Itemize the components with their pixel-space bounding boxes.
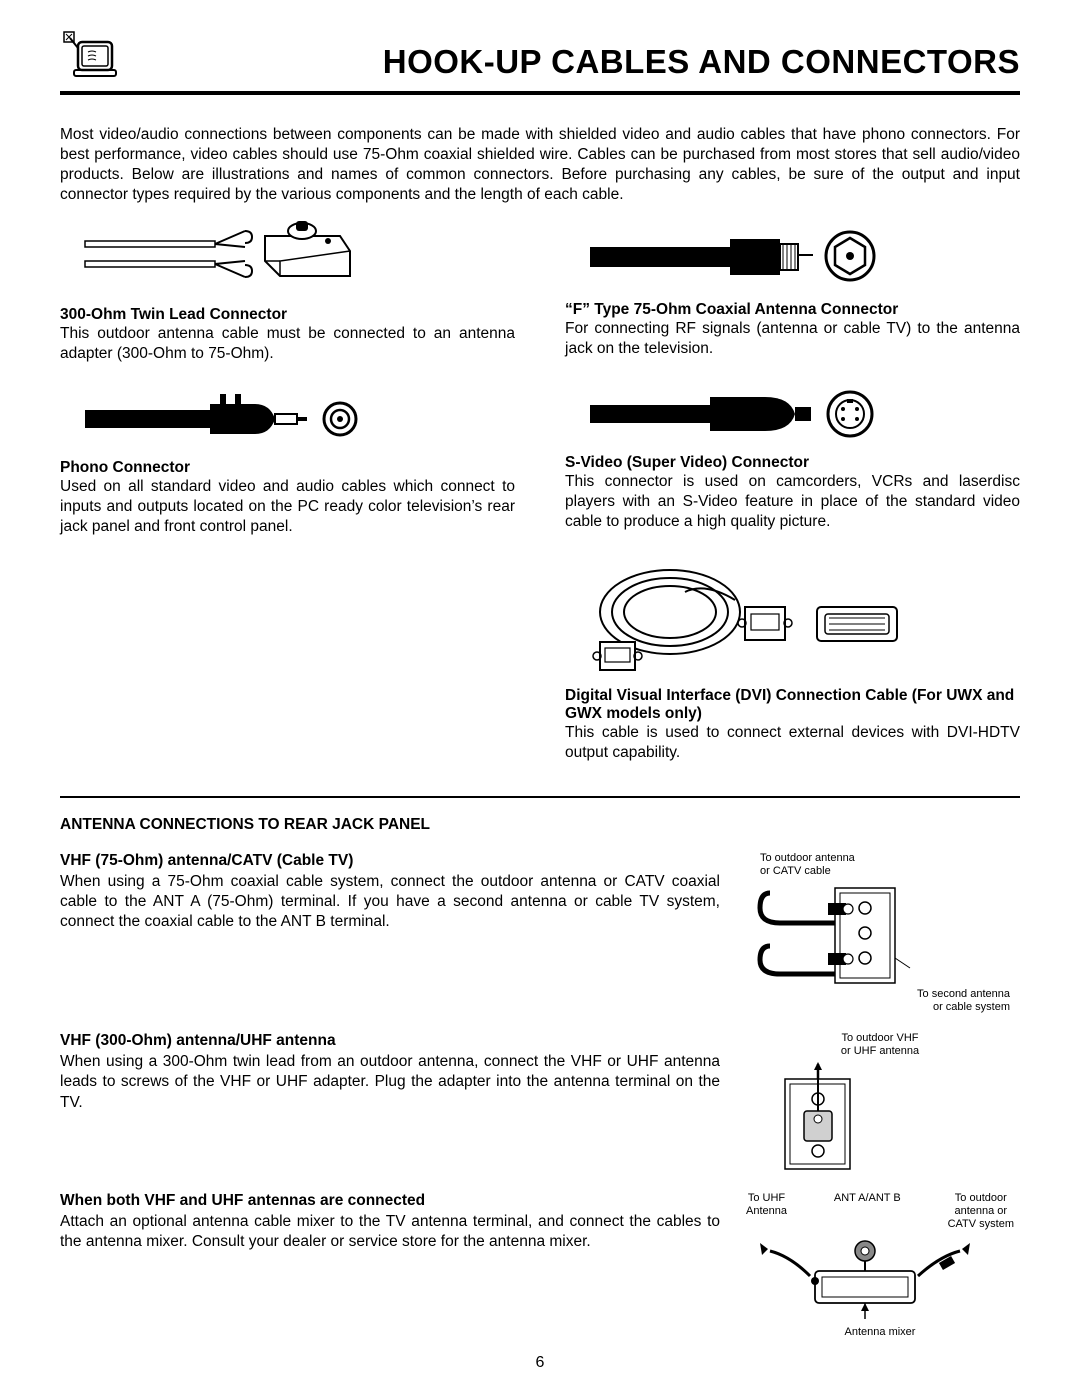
svideo-illustration xyxy=(585,379,1020,449)
section-rule xyxy=(60,796,1020,798)
page-title: HOOK-UP CABLES AND CONNECTORS xyxy=(383,43,1020,85)
f-type-illustration xyxy=(585,221,1020,296)
phono-illustration xyxy=(80,384,515,454)
both-title: When both VHF and UHF antennas are conne… xyxy=(60,1192,720,1210)
vhf300-title: VHF (300-Ohm) antenna/UHF antenna xyxy=(60,1032,720,1050)
svideo-body: This connector is used on camcorders, VC… xyxy=(565,472,1020,532)
f-type-body: For connecting RF signals (antenna or ca… xyxy=(565,319,1020,359)
tv-logo-icon xyxy=(60,30,120,85)
twin-lead-illustration xyxy=(80,221,515,301)
phono-title: Phono Connector xyxy=(60,459,515,477)
svideo-title: S-Video (Super Video) Connector xyxy=(565,454,1020,472)
twin-lead-body: This outdoor antenna cable must be conne… xyxy=(60,324,515,364)
phono-body: Used on all standard video and audio cab… xyxy=(60,477,515,537)
vhf75-title: VHF (75-Ohm) antenna/CATV (Cable TV) xyxy=(60,852,720,870)
title-rule xyxy=(60,91,1020,95)
intro-paragraph: Most video/audio connections between com… xyxy=(60,125,1020,206)
f-type-title: “F” Type 75-Ohm Coaxial Antenna Connecto… xyxy=(565,301,1020,319)
vhf75-body: When using a 75-Ohm coaxial cable system… xyxy=(60,872,720,932)
dvi-body: This cable is used to connect external d… xyxy=(565,723,1020,763)
vhf300-diagram: To outdoor VHFor UHF antenna xyxy=(740,1032,1020,1173)
page-number: 6 xyxy=(536,1354,545,1372)
twin-lead-title: 300-Ohm Twin Lead Connector xyxy=(60,306,515,324)
both-body: Attach an optional antenna cable mixer t… xyxy=(60,1212,720,1252)
vhf300-body: When using a 300-Ohm twin lead from an o… xyxy=(60,1052,720,1112)
antenna-section-title: ANTENNA CONNECTIONS TO REAR JACK PANEL xyxy=(60,816,1020,834)
dvi-illustration xyxy=(585,552,1020,682)
both-diagram: To UHFAntenna ANT A/ANT B To outdoorante… xyxy=(740,1192,1020,1340)
vhf75-diagram: To outdoor antennaor CATV cable To secon… xyxy=(740,852,1020,1015)
dvi-title: Digital Visual Interface (DVI) Connectio… xyxy=(565,687,1020,723)
